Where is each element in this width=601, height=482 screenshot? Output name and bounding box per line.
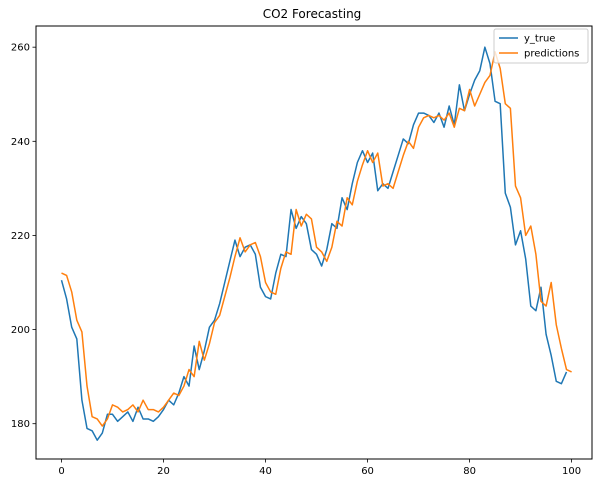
series-line-predictions [61,51,572,427]
plot-area [60,46,572,441]
axes: 0 20 40 60 80 100 180 200 220 240 260 [11,43,581,477]
y-tick-label: 220 [11,231,30,242]
legend: y_true predictions [493,28,589,64]
y-tick-label: 200 [11,325,30,336]
axes-frame [35,25,593,460]
y-tick-label: 240 [11,137,30,148]
y-tick-label: 260 [11,43,30,54]
x-tick-label: 20 [157,466,170,477]
x-tick-label: 60 [361,466,374,477]
y-tick-label: 180 [11,419,30,430]
series-line-y_true [60,46,568,441]
chart-title: CO2 Forecasting [263,7,362,21]
x-tick-label: 40 [259,466,272,477]
x-tick-label: 80 [463,466,476,477]
x-tick-label: 100 [562,466,581,477]
legend-label-y_true: y_true [524,34,555,45]
legend-label-predictions: predictions [524,49,579,60]
x-tick-label: 0 [58,466,64,477]
